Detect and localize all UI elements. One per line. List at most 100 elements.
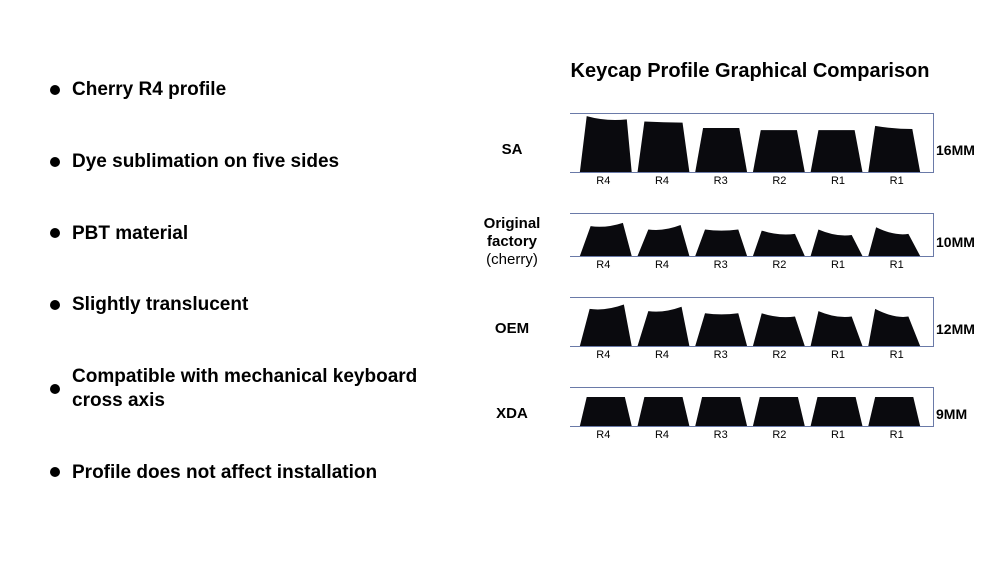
bullet-item: Compatible with mechanical keyboard cros… [50,365,450,413]
profile-row: OEMR4R4R3R2R1R112MM [460,297,980,361]
row-sublabel: R1 [809,175,868,187]
keycap-icon [868,397,920,426]
keycap-icon [811,311,863,346]
keycap-icon [753,231,805,256]
row-sublabel: R2 [750,429,809,441]
bullet-item: Slightly translucent [50,293,450,317]
profile-sublabel: (cherry) [460,251,564,269]
row-sublabel: R1 [809,259,868,271]
row-sublabel: R1 [867,429,926,441]
row-sublabel: R3 [691,349,750,361]
bullet-text: PBT material [72,222,188,246]
profile-box: R4R4R3R2R1R1 [570,113,930,187]
cap-area [570,297,930,347]
row-sublabel: R1 [867,175,926,187]
keycap-icon [580,223,632,256]
height-label: 16MM [930,142,980,158]
row-sublabel: R3 [691,175,750,187]
height-bracket [928,297,934,347]
bullet-dot-icon [50,300,60,310]
profile-box: R4R4R3R2R1R1 [570,387,930,441]
chart-title: Keycap Profile Graphical Comparison [460,60,980,83]
height-bracket [928,387,934,427]
keycap-silhouettes [574,298,926,346]
profile-name-label: SA [460,141,570,159]
keycap-icon [868,227,920,256]
bullet-item: Cherry R4 profile [50,78,450,102]
bullet-text: Dye sublimation on five sides [72,150,339,174]
row-sublabel: R2 [750,259,809,271]
keycap-icon [580,397,632,426]
height-label: 10MM [930,234,980,250]
row-sublabel: R3 [691,259,750,271]
keycap-icon [868,309,920,346]
bullet-dot-icon [50,467,60,477]
row-sublabel: R4 [633,175,692,187]
keycap-icon [638,225,690,256]
keycap-icon [868,126,920,172]
row-sublabel: R4 [574,259,633,271]
cap-area [570,113,930,173]
row-sublabel: R4 [633,259,692,271]
row-sublabel: R4 [574,175,633,187]
keycap-icon [638,397,690,426]
keycap-icon [695,313,747,346]
profile-row: SAR4R4R3R2R1R116MM [460,113,980,187]
row-sublabel: R1 [809,429,868,441]
bullet-dot-icon [50,85,60,95]
keycap-icon [811,130,863,172]
row-sublabel: R1 [867,259,926,271]
profile-name-label: Original factory(cherry) [460,215,570,269]
cap-area [570,213,930,257]
keycap-icon [695,229,747,256]
height-label: 12MM [930,321,980,337]
comparison-chart: Keycap Profile Graphical Comparison SAR4… [450,60,980,546]
row-sublabel: R4 [633,429,692,441]
row-sublabels: R4R4R3R2R1R1 [570,257,930,271]
keycap-icon [753,130,805,172]
row-sublabels: R4R4R3R2R1R1 [570,427,930,441]
profile-row: XDAR4R4R3R2R1R19MM [460,387,980,441]
bullet-dot-icon [50,384,60,394]
keycap-icon [638,122,690,172]
row-sublabel: R2 [750,349,809,361]
bullet-text: Profile does not affect installation [72,461,377,485]
bullet-item: PBT material [50,222,450,246]
main-container: Cherry R4 profile Dye sublimation on five… [0,0,1000,586]
cap-area [570,387,930,427]
bullet-dot-icon [50,157,60,167]
keycap-icon [638,307,690,346]
keycap-icon [580,116,632,172]
keycap-icon [580,305,632,346]
row-sublabel: R4 [574,349,633,361]
profile-name-label: XDA [460,405,570,423]
bullet-item: Dye sublimation on five sides [50,150,450,174]
profile-row: Original factory(cherry)R4R4R3R2R1R110MM [460,213,980,271]
keycap-silhouettes [574,388,926,426]
bullet-text: Slightly translucent [72,293,248,317]
row-sublabel: R4 [633,349,692,361]
profiles-wrap: SAR4R4R3R2R1R116MMOriginal factory(cherr… [460,113,980,441]
profile-box: R4R4R3R2R1R1 [570,297,930,361]
keycap-silhouettes [574,214,926,256]
bullet-dot-icon [50,228,60,238]
keycap-icon [811,229,863,256]
keycap-icon [753,313,805,346]
row-sublabel: R2 [750,175,809,187]
bullet-item: Profile does not affect installation [50,461,450,485]
row-sublabels: R4R4R3R2R1R1 [570,347,930,361]
row-sublabel: R4 [574,429,633,441]
feature-list: Cherry R4 profile Dye sublimation on five… [50,60,450,546]
row-sublabel: R1 [867,349,926,361]
height-bracket [928,213,934,257]
keycap-icon [811,397,863,426]
keycap-silhouettes [574,114,926,172]
keycap-icon [753,397,805,426]
row-sublabel: R1 [809,349,868,361]
row-sublabel: R3 [691,429,750,441]
row-sublabels: R4R4R3R2R1R1 [570,173,930,187]
profile-name-label: OEM [460,320,570,338]
keycap-icon [695,128,747,172]
height-label: 9MM [930,406,980,422]
height-bracket [928,113,934,173]
